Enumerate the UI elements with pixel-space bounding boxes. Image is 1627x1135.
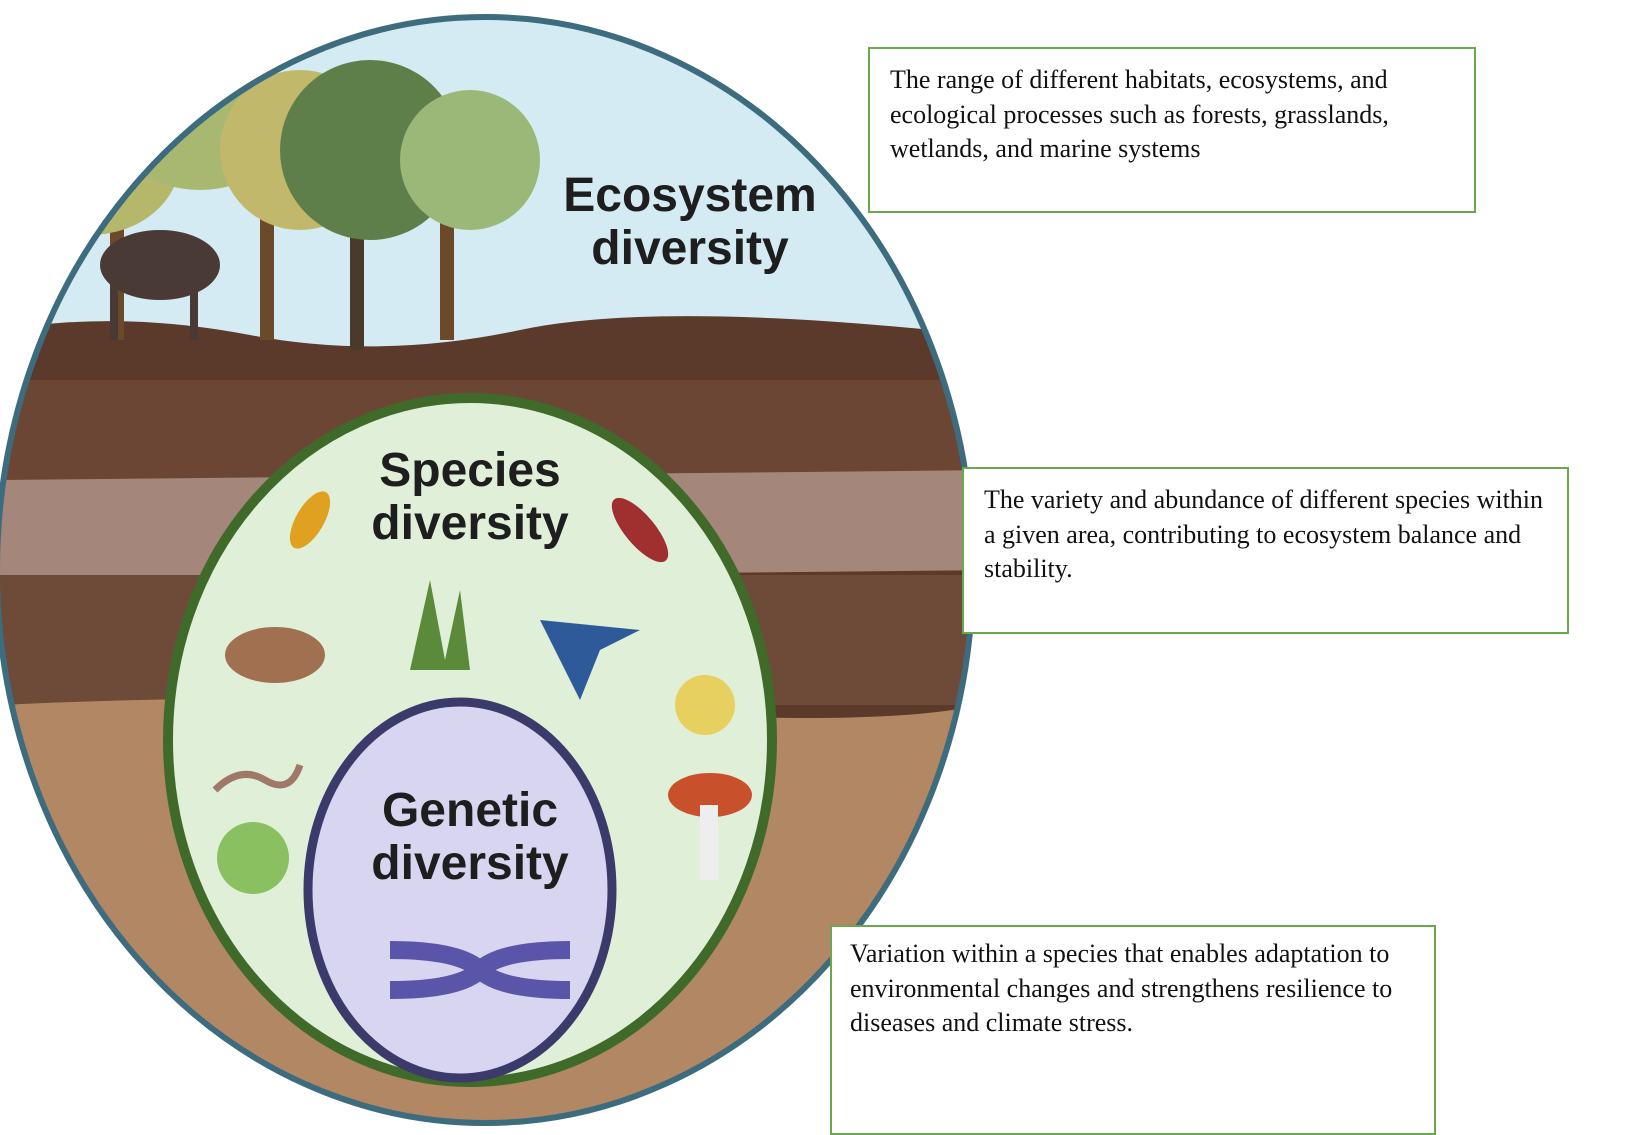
level-label: Species diversity (340, 445, 600, 551)
description-box: The variety and abundance of different s… (962, 467, 1569, 634)
description-box: Variation within a species that enables … (830, 925, 1436, 1135)
level-label: Genetic diversity (360, 785, 580, 891)
page: Ecosystem diversity Species diversity Ge… (0, 0, 1627, 1128)
description-box: The range of different habitats, ecosyst… (868, 47, 1476, 213)
level-label: Ecosystem diversity (540, 170, 840, 276)
